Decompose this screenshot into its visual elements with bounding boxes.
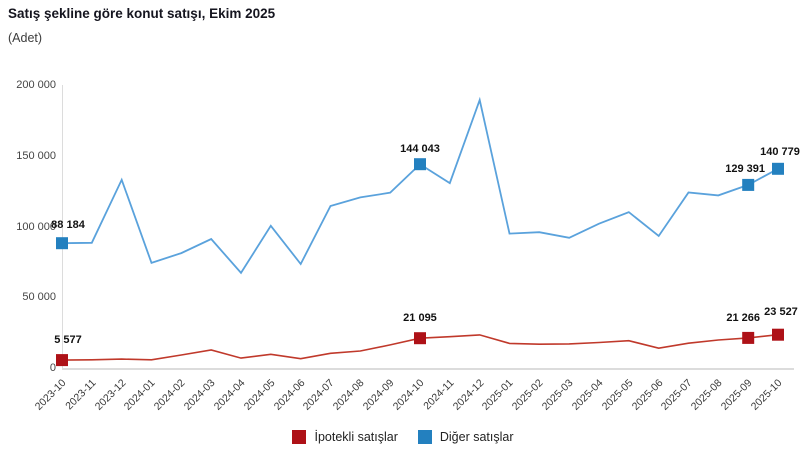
x-axis-line bbox=[62, 368, 794, 370]
legend-swatch-icon bbox=[417, 430, 432, 444]
chart-title: Satış şekline göre konut satışı, Ekim 20… bbox=[8, 6, 276, 21]
data-point-marker bbox=[56, 237, 68, 250]
y-axis-tick-label: 100 000 bbox=[16, 220, 56, 233]
data-point-label: 129 391 bbox=[725, 162, 766, 175]
y-axis-tick-label: 150 000 bbox=[16, 149, 56, 162]
data-point-marker bbox=[742, 178, 755, 191]
data-point-label: 21 266 bbox=[726, 311, 760, 324]
data-point-label: 144 043 bbox=[400, 143, 440, 156]
data-point-marker bbox=[772, 328, 784, 341]
data-point-marker bbox=[742, 331, 755, 344]
data-point-label: 21 095 bbox=[403, 312, 437, 325]
series-line-diger bbox=[61, 96, 779, 275]
y-axis-line bbox=[62, 85, 63, 369]
legend-item-ipotekli: İpotekli satışlar bbox=[292, 430, 398, 444]
data-point-label: 5 577 bbox=[54, 334, 82, 347]
legend-label: İpotekli satışlar bbox=[314, 430, 398, 444]
legend: İpotekli satışlar Diğer satışlar bbox=[0, 430, 806, 444]
legend-item-diger: Diğer satışlar bbox=[417, 430, 514, 444]
data-point-label: 88 184 bbox=[51, 219, 85, 232]
data-point-label: 23 527 bbox=[764, 305, 798, 318]
data-point-marker bbox=[56, 354, 68, 367]
data-point-marker bbox=[772, 162, 784, 175]
legend-label: Diğer satışlar bbox=[439, 430, 514, 444]
legend-swatch-icon bbox=[292, 430, 307, 444]
y-axis-tick-label: 0 bbox=[49, 362, 56, 374]
y-axis-tick-label: 50 000 bbox=[22, 291, 56, 304]
unit-label: (Adet) bbox=[8, 31, 43, 45]
data-point-label: 140 779 bbox=[760, 145, 800, 158]
y-axis-tick-label: 200 000 bbox=[16, 79, 56, 91]
data-point-marker bbox=[414, 158, 426, 171]
data-point-marker bbox=[414, 332, 426, 345]
